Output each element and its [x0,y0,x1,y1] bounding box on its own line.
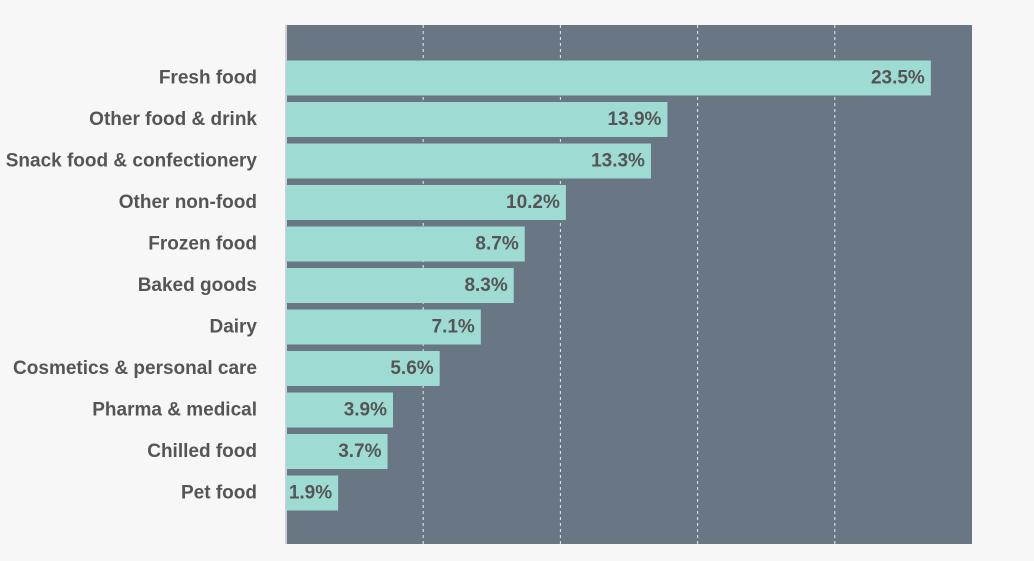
value-label-6: 7.1% [432,317,475,338]
bar-9 [286,434,388,469]
value-label-3: 10.2% [506,192,560,213]
value-label-2: 13.3% [591,151,645,172]
bar-10 [286,475,339,511]
category-label-1: Other food & drink [89,109,257,130]
bar-7 [286,351,440,386]
category-label-5: Baked goods [138,275,257,296]
category-label-3: Other non-food [119,192,257,213]
category-label-6: Dairy [209,317,257,338]
bar-5 [286,268,514,303]
bar-4 [286,226,525,262]
value-label-5: 8.3% [464,275,507,296]
bars [286,60,931,511]
value-label-8: 3.9% [344,400,387,421]
bar-2 [286,143,651,179]
value-label-9: 3.7% [338,441,381,462]
category-label-10: Pet food [181,483,257,504]
value-label-10: 1.9% [289,483,332,504]
bar-0 [286,60,931,96]
category-label-8: Pharma & medical [92,400,257,421]
category-label-2: Snack food & confectionery [6,151,258,172]
category-label-9: Chilled food [147,441,257,462]
category-label-0: Fresh food [159,68,257,89]
category-labels: Fresh food Other food & drink Snack food &… [6,68,258,504]
bar-8 [286,392,394,428]
bar-1 [286,102,668,137]
value-labels: 23.5% 13.9% 13.3% 10.2% 8.7% 8.3% 7.1% 5.6%3.9%… [289,68,925,504]
value-label-0: 23.5% [871,68,925,89]
bar-6 [286,309,481,345]
value-label-1: 13.9% [608,109,662,130]
category-label-4: Frozen food [148,234,257,255]
category-label-7: Cosmetics & personal care [13,358,257,379]
value-label-7: 5.6% [390,358,433,379]
value-label-4: 8.7% [475,234,518,255]
bar-3 [286,185,566,220]
